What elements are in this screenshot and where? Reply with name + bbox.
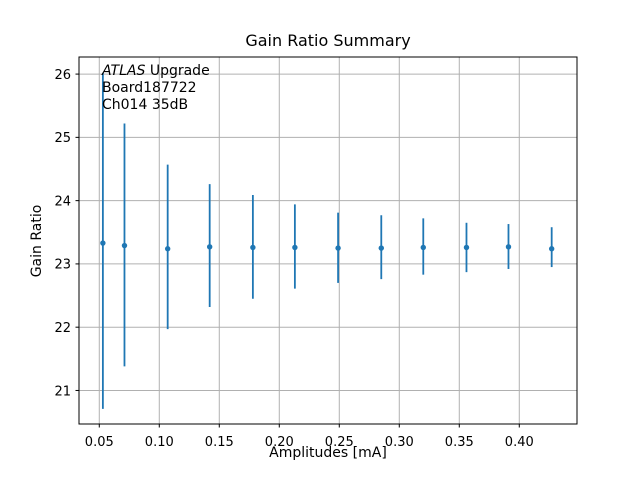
data-point-marker xyxy=(505,244,512,250)
data-point-marker xyxy=(206,244,213,250)
data-point-marker xyxy=(250,244,256,251)
data-point-marker xyxy=(164,246,171,252)
chart-title: Gain Ratio Summary xyxy=(245,31,411,50)
data-point-marker xyxy=(463,244,470,251)
annotation-text: ATLAS Upgrade Board187722 Ch014 35dB xyxy=(102,63,210,114)
x-tick-label: 0.15 xyxy=(205,435,234,450)
annotation-upgrade: Upgrade xyxy=(145,63,210,79)
data-point-marker xyxy=(335,245,341,251)
data-point-marker xyxy=(378,245,384,251)
y-tick-label: 26 xyxy=(54,68,71,83)
x-tick-label: 0.40 xyxy=(505,435,534,450)
x-tick-label: 0.05 xyxy=(85,435,114,450)
x-axis-label: Amplitudes [mA] xyxy=(269,445,387,461)
y-tick-label: 24 xyxy=(54,194,71,209)
x-tick-label: 0.30 xyxy=(385,435,414,450)
x-tick-label: 0.25 xyxy=(325,435,354,450)
x-tick-label: 0.20 xyxy=(265,435,294,450)
annotation-line-1: ATLAS Upgrade xyxy=(102,63,210,80)
x-tick-label: 0.35 xyxy=(445,435,474,450)
annotation-atlas: ATLAS xyxy=(102,63,146,79)
annotation-line-3: Ch014 35dB xyxy=(102,97,189,113)
x-tick-label: 0.10 xyxy=(145,435,174,450)
axes-spines xyxy=(78,56,578,425)
y-tick-label: 22 xyxy=(54,321,71,336)
data-point-marker xyxy=(121,242,128,249)
data-point-marker xyxy=(548,246,555,252)
axes-background xyxy=(79,57,577,424)
data-point-marker xyxy=(100,240,106,246)
y-tick-label: 23 xyxy=(54,258,71,273)
data-point-marker xyxy=(292,244,298,251)
annotation-line-2: Board187722 xyxy=(102,80,197,96)
data-point-marker xyxy=(420,244,426,251)
y-axis-label: Gain Ratio xyxy=(29,204,45,278)
y-tick-label: 21 xyxy=(54,384,71,399)
y-tick-label: 25 xyxy=(54,131,71,146)
